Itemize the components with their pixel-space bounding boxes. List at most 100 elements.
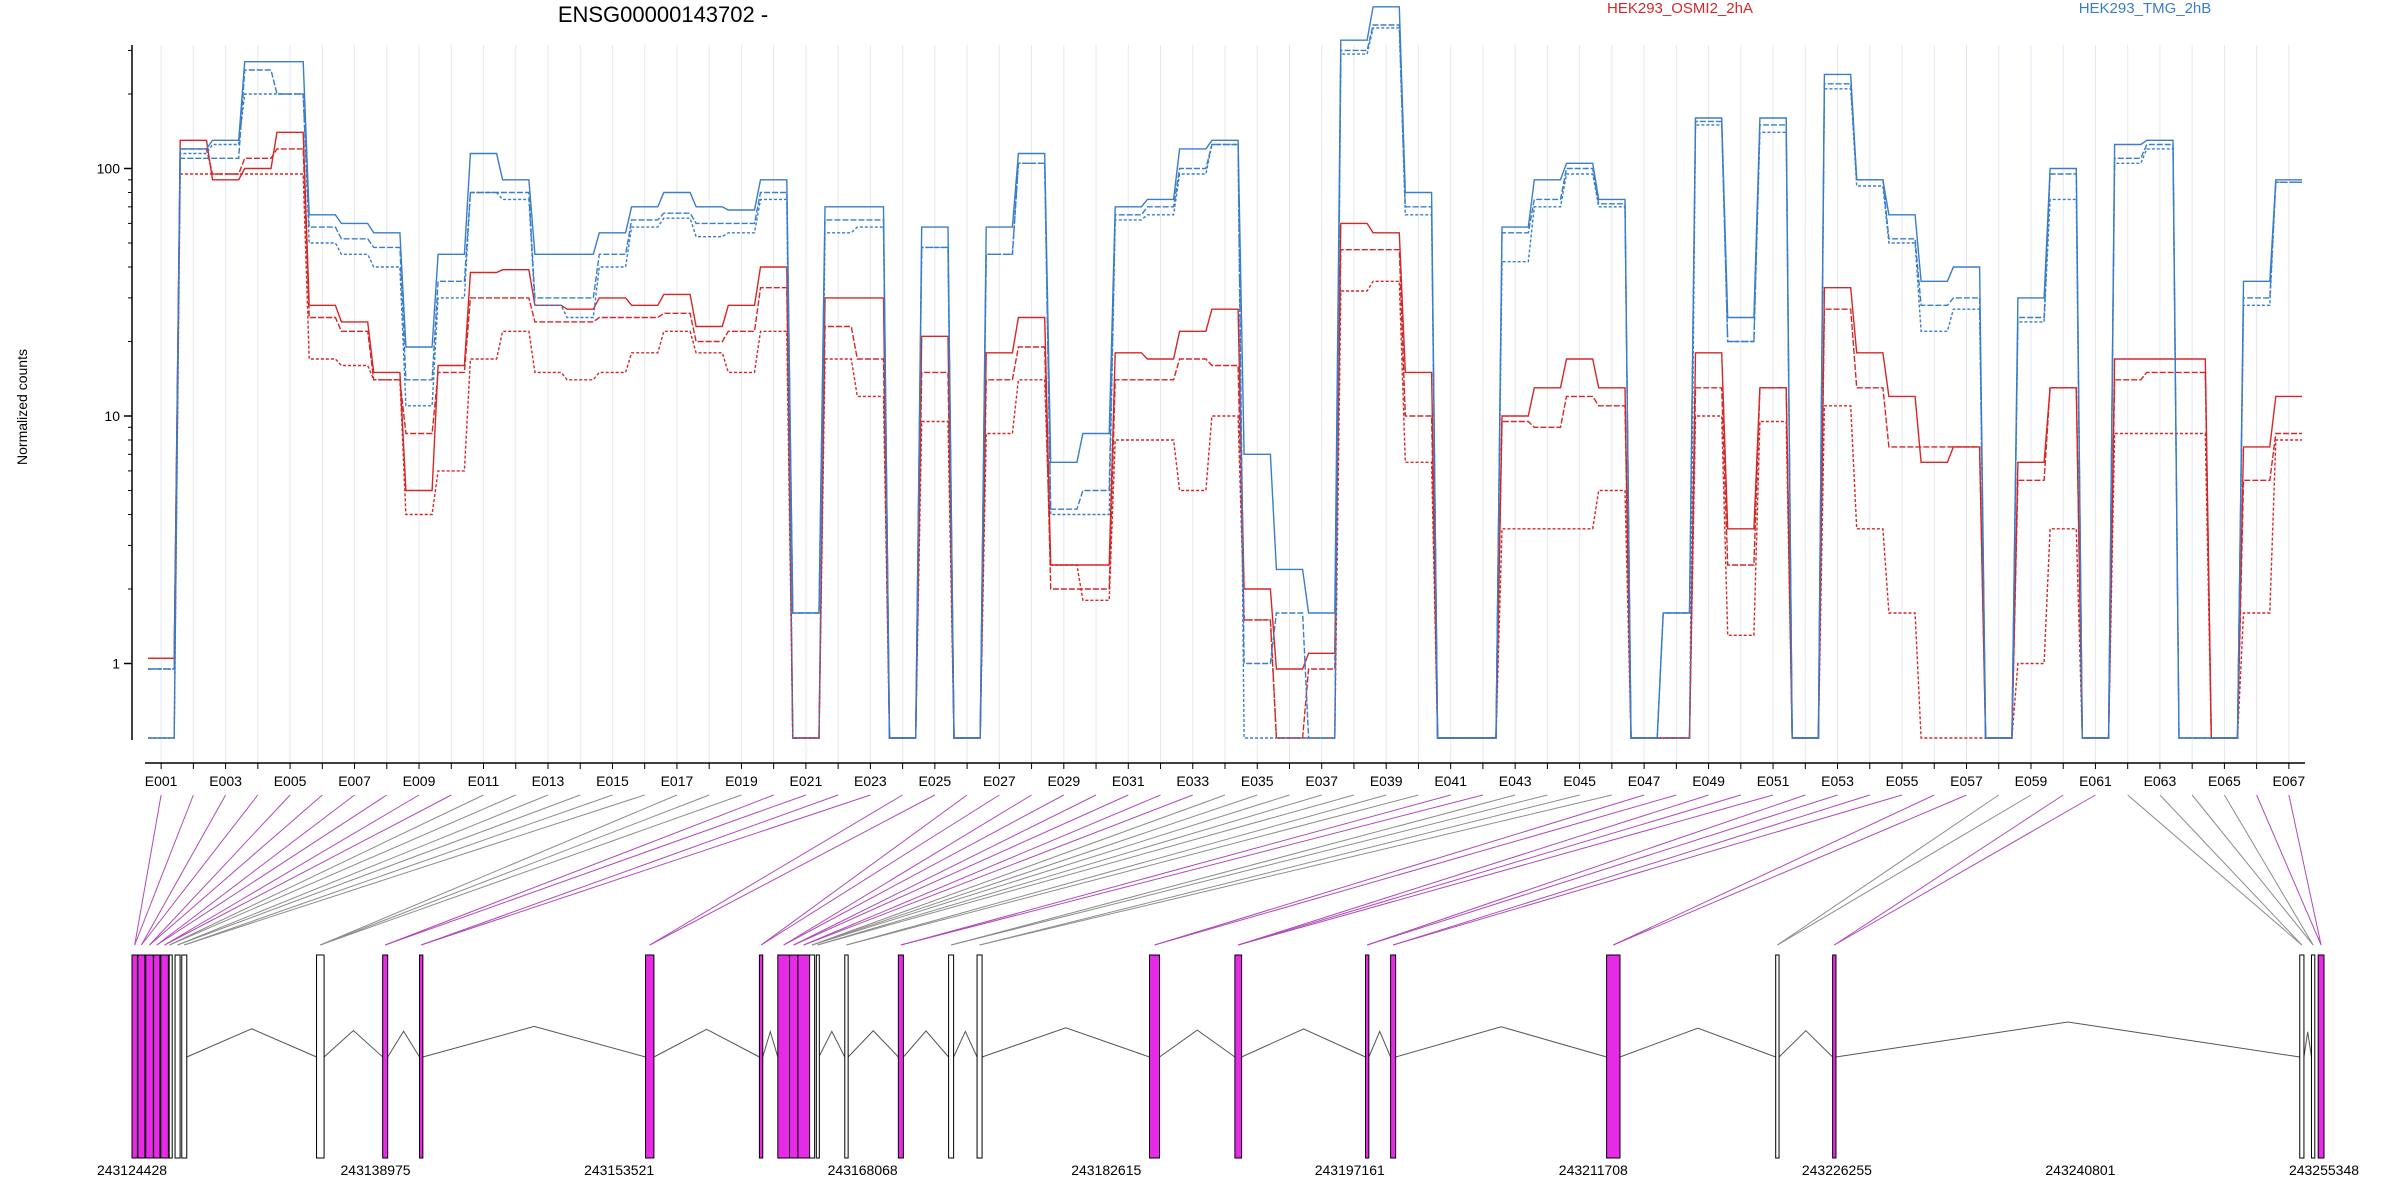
exon-connector-line <box>140 794 227 946</box>
axes: 1 10 100 E001 E003 E005 E007 E009 E011 E013 E015 E0… <box>97 45 2305 789</box>
genomic-coordinate-label: 243197161 <box>1315 1162 1385 1178</box>
exon-connector-line <box>803 794 1161 946</box>
genomic-coordinate-label: 243240801 <box>2045 1162 2115 1178</box>
intron-line <box>1159 1029 1236 1058</box>
exon-connector-line <box>1777 794 2000 946</box>
y-tick-label: 10 <box>104 408 120 424</box>
x-tick-label: E003 <box>209 773 242 789</box>
exon-connector-line <box>1613 794 1967 946</box>
exon-connector-line <box>1613 794 1935 946</box>
exon-box <box>789 954 799 1159</box>
series-line <box>148 27 2302 739</box>
exon-connector-line <box>1238 794 1741 946</box>
exon-connector-line <box>950 794 1516 946</box>
gridlines <box>160 45 2290 763</box>
exon-connector-line <box>184 794 613 946</box>
x-tick-label: E037 <box>1305 773 1338 789</box>
exon-connector-line <box>817 794 1355 946</box>
intron-line <box>323 1029 384 1058</box>
exon-box <box>797 954 811 1159</box>
exon-connector-line <box>421 794 839 946</box>
exon-box <box>153 954 161 1159</box>
exon-connector-line <box>760 794 1000 946</box>
exon-connector-line <box>320 794 678 946</box>
exon-box <box>2299 954 2305 1159</box>
x-tick-label: E023 <box>854 773 887 789</box>
exon-connector-line <box>803 794 1193 946</box>
exon-connector-line <box>1392 794 1903 946</box>
exon-box <box>645 954 655 1159</box>
exon-box <box>976 954 983 1159</box>
exon-connectors <box>134 794 2322 946</box>
intron-line <box>387 1030 420 1058</box>
x-tick-label: E045 <box>1563 773 1596 789</box>
intron-line <box>981 1027 1150 1058</box>
exon-connector-line <box>1154 794 1645 946</box>
exon-connector-line <box>793 794 1097 946</box>
y-axis-label: Normalized counts <box>14 349 30 465</box>
exon-connector-line <box>783 794 1032 946</box>
exon-box <box>815 954 820 1159</box>
exon-connector-line <box>649 794 903 946</box>
x-tick-label: E011 <box>468 773 500 789</box>
exon-connector-line <box>177 794 581 946</box>
x-tick-label: E005 <box>274 773 307 789</box>
intron-line <box>422 1025 646 1058</box>
series-line <box>148 173 2302 739</box>
y-tick-label: 100 <box>97 161 121 177</box>
x-tick-label: E015 <box>596 773 629 789</box>
intron-line <box>186 1028 317 1058</box>
exon-box <box>145 954 154 1159</box>
x-tick-label: E039 <box>1370 773 1403 789</box>
x-tick-label: E055 <box>1886 773 1919 789</box>
genomic-coordinate-label: 243153521 <box>584 1162 654 1178</box>
intron-line <box>1395 1026 1607 1058</box>
exon-connector-line <box>184 794 645 946</box>
exon-box <box>419 954 424 1159</box>
exon-connector-line <box>134 794 194 946</box>
exon-connector-line <box>164 794 420 946</box>
x-tick-label: E049 <box>1692 773 1725 789</box>
x-tick-label: E021 <box>790 773 823 789</box>
exon-connector-line <box>811 794 1290 946</box>
x-tick-label: E033 <box>1176 773 1209 789</box>
exon-box <box>174 954 181 1159</box>
exon-connector-line <box>149 794 291 946</box>
exon-connector-line <box>1238 794 1774 946</box>
genomic-coordinate-label: 243211708 <box>1559 1162 1628 1178</box>
exon-box <box>1149 954 1161 1159</box>
exon-box <box>168 954 173 1159</box>
genomic-coordinate-label: 243255348 <box>2289 1162 2359 1178</box>
exon-connector-line <box>1392 794 1870 946</box>
exon-box <box>160 954 169 1159</box>
exon-connector-line <box>156 794 388 946</box>
exon-connector-line <box>2159 794 2303 946</box>
x-tick-label: E027 <box>983 773 1016 789</box>
series-line <box>148 148 2302 739</box>
x-tick-label: E009 <box>403 773 436 789</box>
series-line <box>148 6 2302 739</box>
exon-box <box>1775 954 1780 1159</box>
genomic-coordinate-label: 243124428 <box>97 1162 167 1178</box>
x-tick-label: E057 <box>1950 773 1983 789</box>
exon-box <box>2317 954 2325 1159</box>
exon-box <box>181 954 188 1159</box>
exon-box <box>1364 954 1370 1159</box>
exon-connector-line <box>149 794 323 946</box>
exon-box <box>131 954 138 1159</box>
x-tick-label: E053 <box>1821 773 1854 789</box>
intron-line <box>1241 1028 1366 1058</box>
exon-connector-line <box>811 794 1226 946</box>
legend-item-tmg: HEK293_TMG_2hB <box>2079 0 2212 17</box>
exon-connector-line <box>169 794 516 946</box>
x-tick-label: E031 <box>1112 773 1145 789</box>
exon-box <box>809 954 816 1159</box>
exon-connector-line <box>811 794 1258 946</box>
x-tick-label: E059 <box>2015 773 2048 789</box>
exon-connector-line <box>846 794 1387 946</box>
exon-box <box>844 954 849 1159</box>
exon-connector-line <box>134 794 162 946</box>
intron-line <box>762 1029 779 1058</box>
gene-track: 243124428 243138975 243153521 243168068 2431… <box>97 954 2359 1178</box>
exon-connector-line <box>1834 794 2096 946</box>
